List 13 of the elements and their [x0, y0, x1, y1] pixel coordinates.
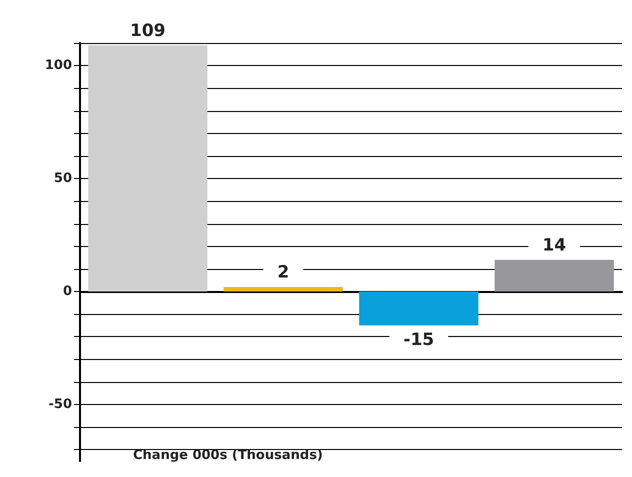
- y-tick-label: -50: [48, 397, 72, 412]
- x-axis-title: Change 000s (Thousands): [133, 448, 323, 463]
- y-tick-label: 100: [44, 58, 72, 74]
- y-tick-label: 50: [54, 171, 72, 186]
- bar: [494, 260, 614, 292]
- data-label: 14: [542, 235, 566, 256]
- y-tick-label: 0: [62, 284, 72, 300]
- bar: [224, 287, 343, 292]
- bar: [359, 292, 478, 326]
- data-label: 109: [130, 20, 166, 41]
- bar: [88, 45, 208, 292]
- data-label: 2: [277, 262, 290, 283]
- data-label: -15: [403, 330, 434, 350]
